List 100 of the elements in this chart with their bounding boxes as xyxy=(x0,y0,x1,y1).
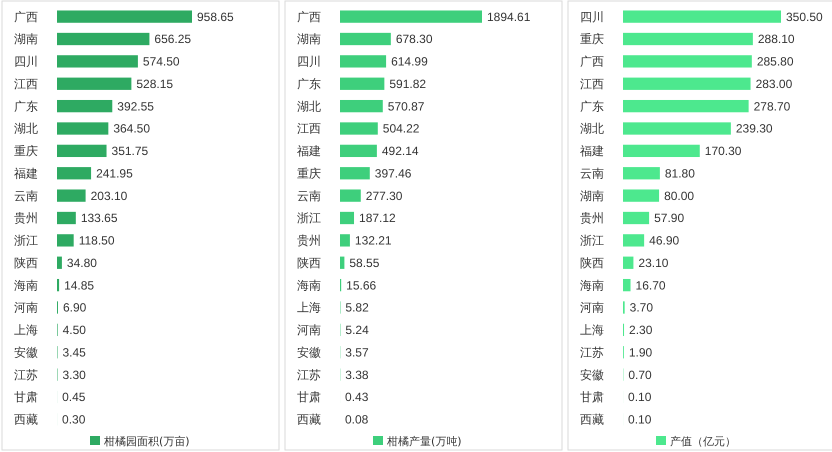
bar xyxy=(340,189,361,202)
data-label: 0.30 xyxy=(62,412,86,427)
data-label: 0.70 xyxy=(628,368,652,382)
bar xyxy=(340,78,384,90)
data-label: 15.66 xyxy=(346,278,377,292)
data-label: 0.10 xyxy=(628,412,652,427)
bar xyxy=(340,55,386,68)
y-tick-label: 浙江 xyxy=(580,234,604,248)
bar xyxy=(623,100,749,112)
data-label: 3.30 xyxy=(62,368,86,382)
y-tick-label: 西藏 xyxy=(14,412,38,427)
data-label: 3.57 xyxy=(345,345,369,360)
y-tick-label: 陕西 xyxy=(297,256,321,270)
legend-label: 产值（亿元） xyxy=(670,434,736,448)
y-tick-label: 海南 xyxy=(580,278,604,292)
y-tick-label: 福建 xyxy=(297,144,321,158)
bar xyxy=(340,256,344,269)
data-label: 528.15 xyxy=(136,76,174,91)
data-label: 285.80 xyxy=(756,54,794,69)
data-label: 16.70 xyxy=(636,278,666,292)
bar xyxy=(623,278,631,292)
bar xyxy=(623,234,644,247)
data-label: 80.00 xyxy=(664,188,694,203)
bar xyxy=(340,167,370,180)
y-tick-label: 湖北 xyxy=(14,122,38,136)
bar xyxy=(623,256,634,269)
data-label: 277.30 xyxy=(366,188,403,203)
y-tick-label: 湖北 xyxy=(580,122,604,136)
y-tick-label: 江西 xyxy=(297,122,321,136)
y-tick-label: 广东 xyxy=(580,99,604,114)
y-tick-label: 广东 xyxy=(14,99,38,114)
bar xyxy=(623,32,753,46)
data-label: 504.22 xyxy=(382,122,420,136)
bar xyxy=(623,122,731,135)
data-label: 239.30 xyxy=(736,122,773,136)
y-tick-label: 福建 xyxy=(580,144,604,158)
y-tick-label: 安徽 xyxy=(14,345,38,360)
y-tick-label: 江苏 xyxy=(580,345,604,360)
data-label: 350.50 xyxy=(786,10,824,24)
bar xyxy=(57,234,74,247)
data-label: 278.70 xyxy=(754,99,791,114)
y-tick-label: 陕西 xyxy=(580,256,604,270)
y-tick-label: 河南 xyxy=(580,300,604,315)
bar xyxy=(340,100,383,112)
data-label: 81.80 xyxy=(664,166,696,180)
data-label: 46.90 xyxy=(649,234,680,248)
bar xyxy=(57,167,92,180)
data-label: 132.21 xyxy=(354,234,392,248)
y-tick-label: 陕西 xyxy=(14,256,38,270)
y-tick-label: 海南 xyxy=(297,278,321,292)
bar xyxy=(623,189,660,202)
y-tick-label: 海南 xyxy=(14,278,38,292)
y-tick-label: 广西 xyxy=(14,10,38,24)
data-label: 3.38 xyxy=(345,368,369,382)
data-label: 0.10 xyxy=(628,390,652,404)
y-tick-label: 贵州 xyxy=(297,234,321,248)
bar xyxy=(340,122,378,135)
data-label: 283.00 xyxy=(756,76,793,91)
bar xyxy=(340,234,350,247)
y-tick-label: 湖北 xyxy=(297,99,321,114)
data-label: 3.45 xyxy=(62,345,86,360)
bar xyxy=(340,144,377,158)
data-label: 0.08 xyxy=(345,412,369,427)
bar xyxy=(623,212,650,224)
y-tick-label: 重庆 xyxy=(297,166,321,180)
data-label: 570.87 xyxy=(388,99,425,114)
data-label: 133.65 xyxy=(80,211,118,226)
data-label: 4.50 xyxy=(62,323,86,338)
y-tick-label: 河南 xyxy=(14,300,38,315)
data-label: 5.82 xyxy=(345,300,370,315)
data-label: 23.10 xyxy=(638,256,669,270)
y-tick-label: 福建 xyxy=(14,166,38,180)
bar xyxy=(57,256,62,269)
y-tick-label: 上海 xyxy=(580,323,604,338)
y-tick-label: 湖南 xyxy=(297,32,321,46)
y-tick-label: 云南 xyxy=(580,166,604,180)
bar xyxy=(57,189,86,202)
bar xyxy=(340,10,482,23)
y-tick-label: 云南 xyxy=(297,188,321,203)
bar xyxy=(57,212,76,224)
y-tick-label: 上海 xyxy=(297,300,321,315)
y-tick-label: 贵州 xyxy=(580,211,604,226)
data-label: 170.30 xyxy=(704,144,742,158)
y-tick-label: 四川 xyxy=(14,54,38,69)
data-label: 34.80 xyxy=(66,256,98,270)
bar xyxy=(57,144,107,158)
y-tick-label: 四川 xyxy=(580,10,604,24)
data-label: 5.24 xyxy=(345,323,370,338)
bar xyxy=(623,10,781,23)
y-tick-label: 上海 xyxy=(14,323,38,338)
data-label: 57.90 xyxy=(654,211,684,226)
data-label: 958.65 xyxy=(197,10,234,24)
y-tick-label: 浙江 xyxy=(14,234,38,248)
y-tick-label: 湖南 xyxy=(580,188,604,203)
data-label: 3.70 xyxy=(630,300,654,315)
data-label: 364.50 xyxy=(113,122,150,136)
y-tick-label: 江苏 xyxy=(297,368,321,382)
data-label: 492.14 xyxy=(382,144,419,158)
data-label: 241.95 xyxy=(96,166,134,180)
y-tick-label: 江苏 xyxy=(14,368,38,382)
